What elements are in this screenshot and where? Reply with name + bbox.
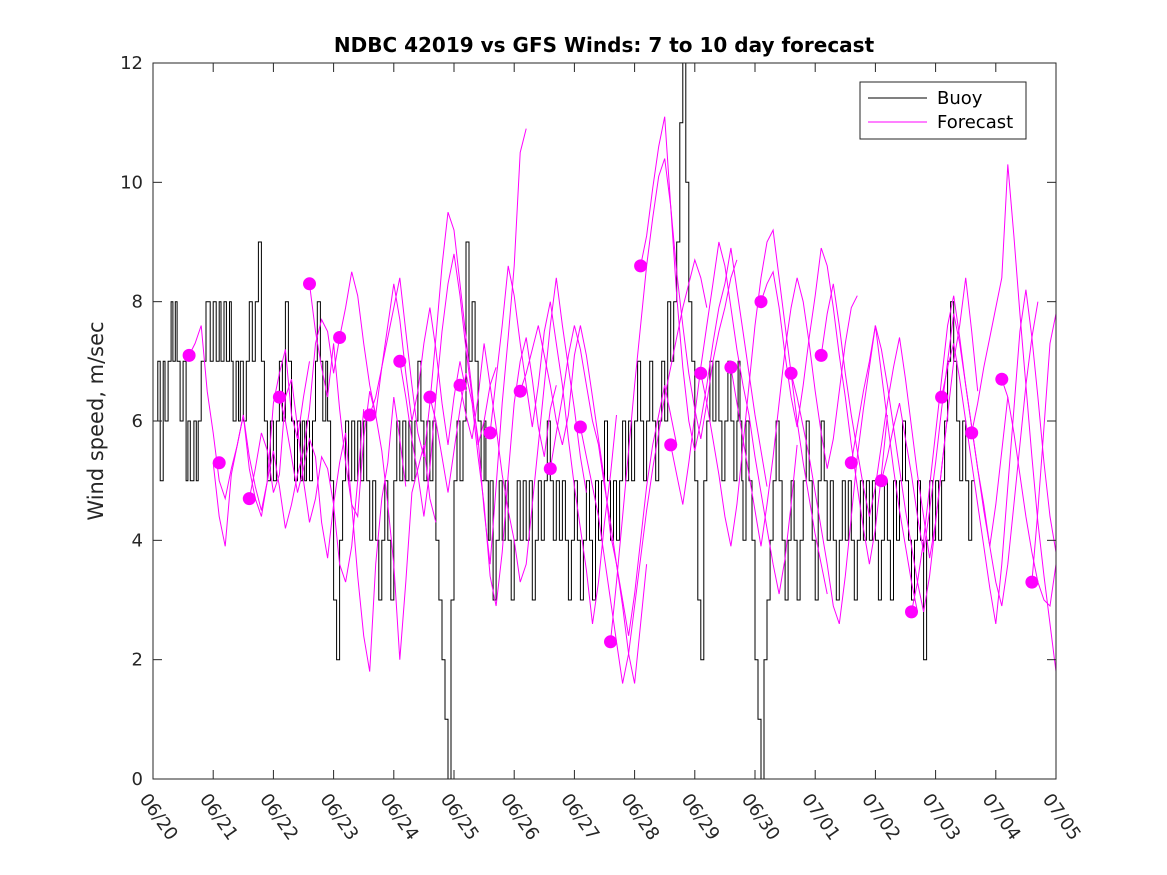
forecast-start-point bbox=[212, 456, 226, 470]
forecast-start-point bbox=[784, 366, 798, 380]
forecast-start-point bbox=[844, 456, 858, 470]
forecast-start-point bbox=[333, 331, 347, 344]
forecast-line-16 bbox=[640, 116, 768, 487]
forecast-start-point bbox=[754, 295, 768, 309]
forecast-line-22 bbox=[820, 283, 949, 559]
y-tick-label: 6 bbox=[132, 411, 143, 432]
y-axis: 0 2 4 6 8 10 12 bbox=[120, 53, 1056, 790]
forecast-start-point bbox=[965, 426, 979, 440]
forecast-start-point bbox=[453, 378, 467, 392]
forecast-line-1 bbox=[188, 325, 310, 511]
forecast-start-point bbox=[905, 605, 918, 619]
y-tick-label: 10 bbox=[120, 172, 143, 193]
forecast-start-point bbox=[182, 348, 196, 362]
y-tick-label: 8 bbox=[132, 292, 143, 313]
forecast-line-11 bbox=[489, 265, 617, 624]
forecast-start-point bbox=[543, 462, 557, 476]
forecast-line-10 bbox=[459, 277, 587, 583]
forecast-line-21 bbox=[790, 325, 918, 625]
forecast-start-point bbox=[513, 384, 527, 398]
forecast-start-point bbox=[242, 492, 256, 506]
forecast-start-point bbox=[573, 420, 587, 434]
forecast-line-5 bbox=[309, 283, 437, 660]
forecast-start-point bbox=[694, 366, 708, 380]
forecast-start-point bbox=[363, 408, 377, 422]
buoy-series bbox=[153, 62, 975, 780]
forecast-line-2 bbox=[212, 318, 341, 547]
forecast-start-point bbox=[995, 372, 1009, 386]
forecast-line-6 bbox=[339, 271, 467, 445]
forecast-start-point bbox=[814, 348, 828, 362]
forecast-line-27 bbox=[971, 164, 1057, 672]
forecast-line-15 bbox=[610, 158, 738, 642]
forecast-markers bbox=[182, 259, 1039, 649]
y-tick-label: 2 bbox=[132, 650, 143, 671]
forecast-start-point bbox=[634, 259, 648, 273]
forecast-line-14 bbox=[579, 258, 708, 684]
forecast-start-point bbox=[935, 390, 949, 404]
forecast-line-13 bbox=[549, 325, 678, 636]
y-tick-label: 12 bbox=[120, 53, 143, 74]
forecast-line-23 bbox=[850, 277, 979, 613]
legend-box bbox=[859, 81, 1027, 140]
forecast-line-20 bbox=[760, 247, 888, 565]
legend-forecast-label: Forecast bbox=[937, 112, 1013, 133]
legend-buoy-label: Buoy bbox=[937, 88, 983, 109]
forecast-series bbox=[188, 116, 1057, 684]
forecast-line-19 bbox=[730, 277, 858, 547]
buoy-line bbox=[153, 62, 975, 780]
forecast-start-point bbox=[874, 474, 888, 488]
legend: Buoy Forecast bbox=[859, 81, 1027, 140]
forecast-start-point bbox=[483, 426, 497, 440]
forecast-line-29 bbox=[1031, 313, 1057, 583]
y-tick-label: 0 bbox=[132, 769, 143, 790]
forecast-line-17 bbox=[670, 241, 798, 595]
y-tick-label: 4 bbox=[132, 530, 143, 551]
forecast-start-point bbox=[604, 635, 617, 649]
y-axis-label: Wind speed, m/sec bbox=[84, 321, 108, 520]
forecast-line-3 bbox=[248, 379, 365, 583]
chart-title: NDBC 42019 vs GFS Winds: 7 to 10 day for… bbox=[334, 33, 875, 57]
forecast-line-18 bbox=[700, 228, 828, 595]
forecast-line-8 bbox=[399, 128, 527, 565]
forecast-line-28 bbox=[1001, 379, 1057, 608]
forecast-line-26 bbox=[941, 289, 1057, 624]
forecast-start-point bbox=[393, 354, 407, 368]
forecast-line-25 bbox=[911, 295, 1039, 612]
forecast-start-point bbox=[303, 277, 316, 291]
forecast-start-point bbox=[423, 390, 437, 404]
forecast-start-point bbox=[272, 390, 286, 404]
forecast-start-point bbox=[664, 438, 678, 452]
forecast-start-point bbox=[724, 360, 738, 374]
forecast-line-12 bbox=[519, 325, 648, 684]
forecast-start-point bbox=[1025, 575, 1039, 589]
